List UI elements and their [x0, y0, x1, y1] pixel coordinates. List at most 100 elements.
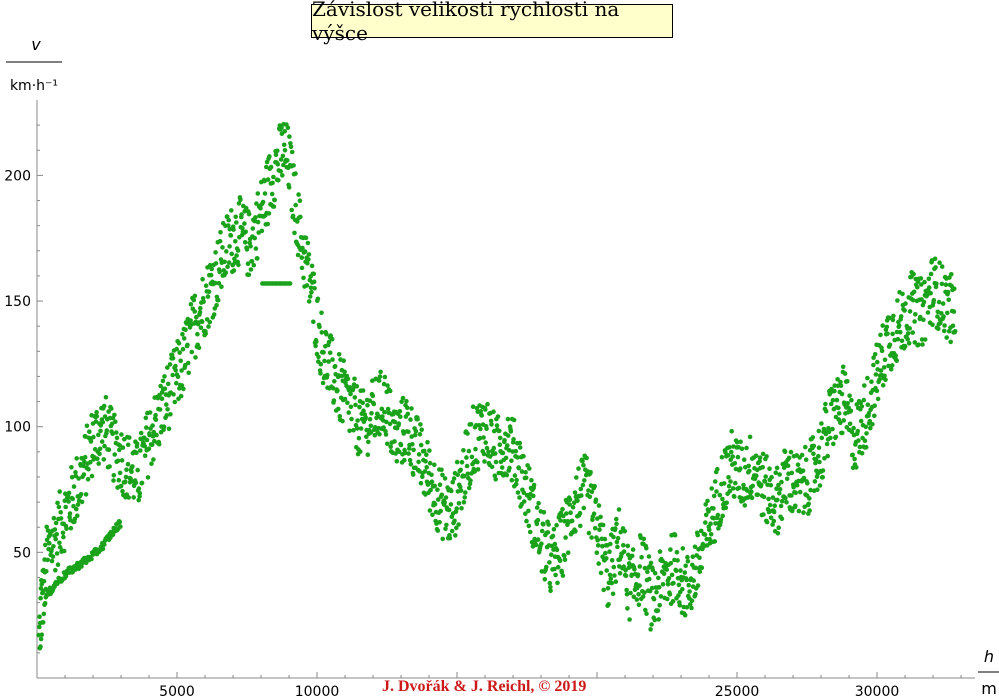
data-point — [329, 336, 335, 342]
data-point — [363, 415, 369, 420]
data-point — [54, 551, 60, 556]
data-point — [783, 495, 788, 501]
data-point — [358, 449, 363, 454]
data-point — [356, 435, 362, 441]
data-point — [268, 164, 274, 170]
data-point — [762, 479, 768, 484]
data-point — [644, 545, 649, 551]
data-point — [670, 599, 676, 604]
data-point — [517, 495, 522, 500]
data-point — [918, 314, 923, 320]
data-point — [111, 473, 117, 478]
data-point — [162, 386, 168, 392]
data-point — [570, 505, 576, 510]
data-point — [513, 481, 519, 487]
data-point — [180, 346, 186, 352]
data-point — [372, 432, 378, 438]
data-point — [502, 438, 507, 443]
data-point — [251, 262, 257, 268]
data-point — [820, 468, 826, 473]
data-point — [493, 459, 499, 465]
data-point — [784, 500, 789, 505]
data-point — [747, 434, 753, 440]
data-point — [411, 447, 416, 453]
data-point — [314, 339, 319, 344]
data-point — [198, 305, 203, 311]
data-point — [326, 339, 332, 345]
data-point — [541, 521, 546, 527]
data-point — [278, 157, 284, 162]
data-point — [488, 418, 494, 424]
data-point — [882, 357, 888, 363]
data-point — [874, 388, 880, 394]
data-point — [878, 368, 884, 373]
data-point — [481, 451, 487, 457]
data-point — [288, 141, 293, 146]
data-point — [245, 261, 251, 267]
data-point — [174, 346, 179, 352]
data-point — [350, 386, 356, 391]
data-point — [746, 463, 751, 469]
data-point — [937, 260, 942, 266]
data-point — [252, 235, 257, 241]
data-point — [181, 336, 187, 341]
data-point — [255, 219, 261, 225]
data-point — [318, 371, 323, 376]
data-point — [589, 535, 594, 540]
data-point — [888, 367, 894, 372]
data-point — [669, 572, 675, 578]
data-point — [768, 515, 774, 520]
data-point — [598, 570, 604, 576]
data-point — [621, 564, 626, 569]
data-point — [733, 480, 738, 486]
data-point — [51, 515, 57, 521]
data-point — [38, 644, 43, 649]
data-point — [689, 598, 695, 603]
data-point — [891, 313, 896, 319]
data-point — [407, 457, 413, 463]
data-point — [848, 408, 854, 414]
data-point — [593, 497, 599, 503]
data-point — [347, 428, 352, 434]
data-point — [793, 490, 798, 496]
data-point — [834, 397, 840, 403]
data-point — [159, 396, 165, 402]
data-point — [514, 477, 519, 483]
data-point — [361, 408, 366, 414]
data-point — [921, 299, 927, 305]
data-point — [494, 423, 500, 428]
data-point — [469, 454, 475, 460]
data-point — [738, 466, 743, 471]
data-point — [416, 459, 421, 465]
data-point — [440, 536, 446, 542]
data-point — [872, 403, 877, 409]
data-point — [767, 466, 772, 472]
data-point — [531, 482, 537, 488]
data-point — [149, 461, 154, 467]
data-point — [946, 328, 952, 334]
data-point — [218, 230, 223, 235]
data-point — [267, 154, 272, 159]
data-point — [607, 549, 612, 554]
data-point — [454, 506, 460, 511]
data-point — [443, 495, 449, 500]
data-point — [741, 482, 746, 488]
data-points — [36, 121, 958, 651]
data-point — [171, 392, 176, 397]
data-point — [282, 129, 288, 134]
data-point — [864, 431, 869, 436]
data-point — [199, 319, 205, 325]
data-point — [349, 416, 354, 422]
data-point — [575, 498, 580, 504]
credit-text: J. Dvořák & J. Reichl, © 2019 — [382, 678, 587, 695]
data-point — [197, 310, 203, 315]
data-point — [597, 527, 602, 532]
data-point — [213, 261, 219, 266]
data-point — [648, 560, 654, 566]
data-point — [101, 457, 107, 462]
data-point — [486, 449, 491, 455]
data-point — [387, 388, 393, 394]
data-point — [676, 593, 681, 598]
data-point — [836, 405, 841, 411]
data-point — [761, 512, 766, 517]
